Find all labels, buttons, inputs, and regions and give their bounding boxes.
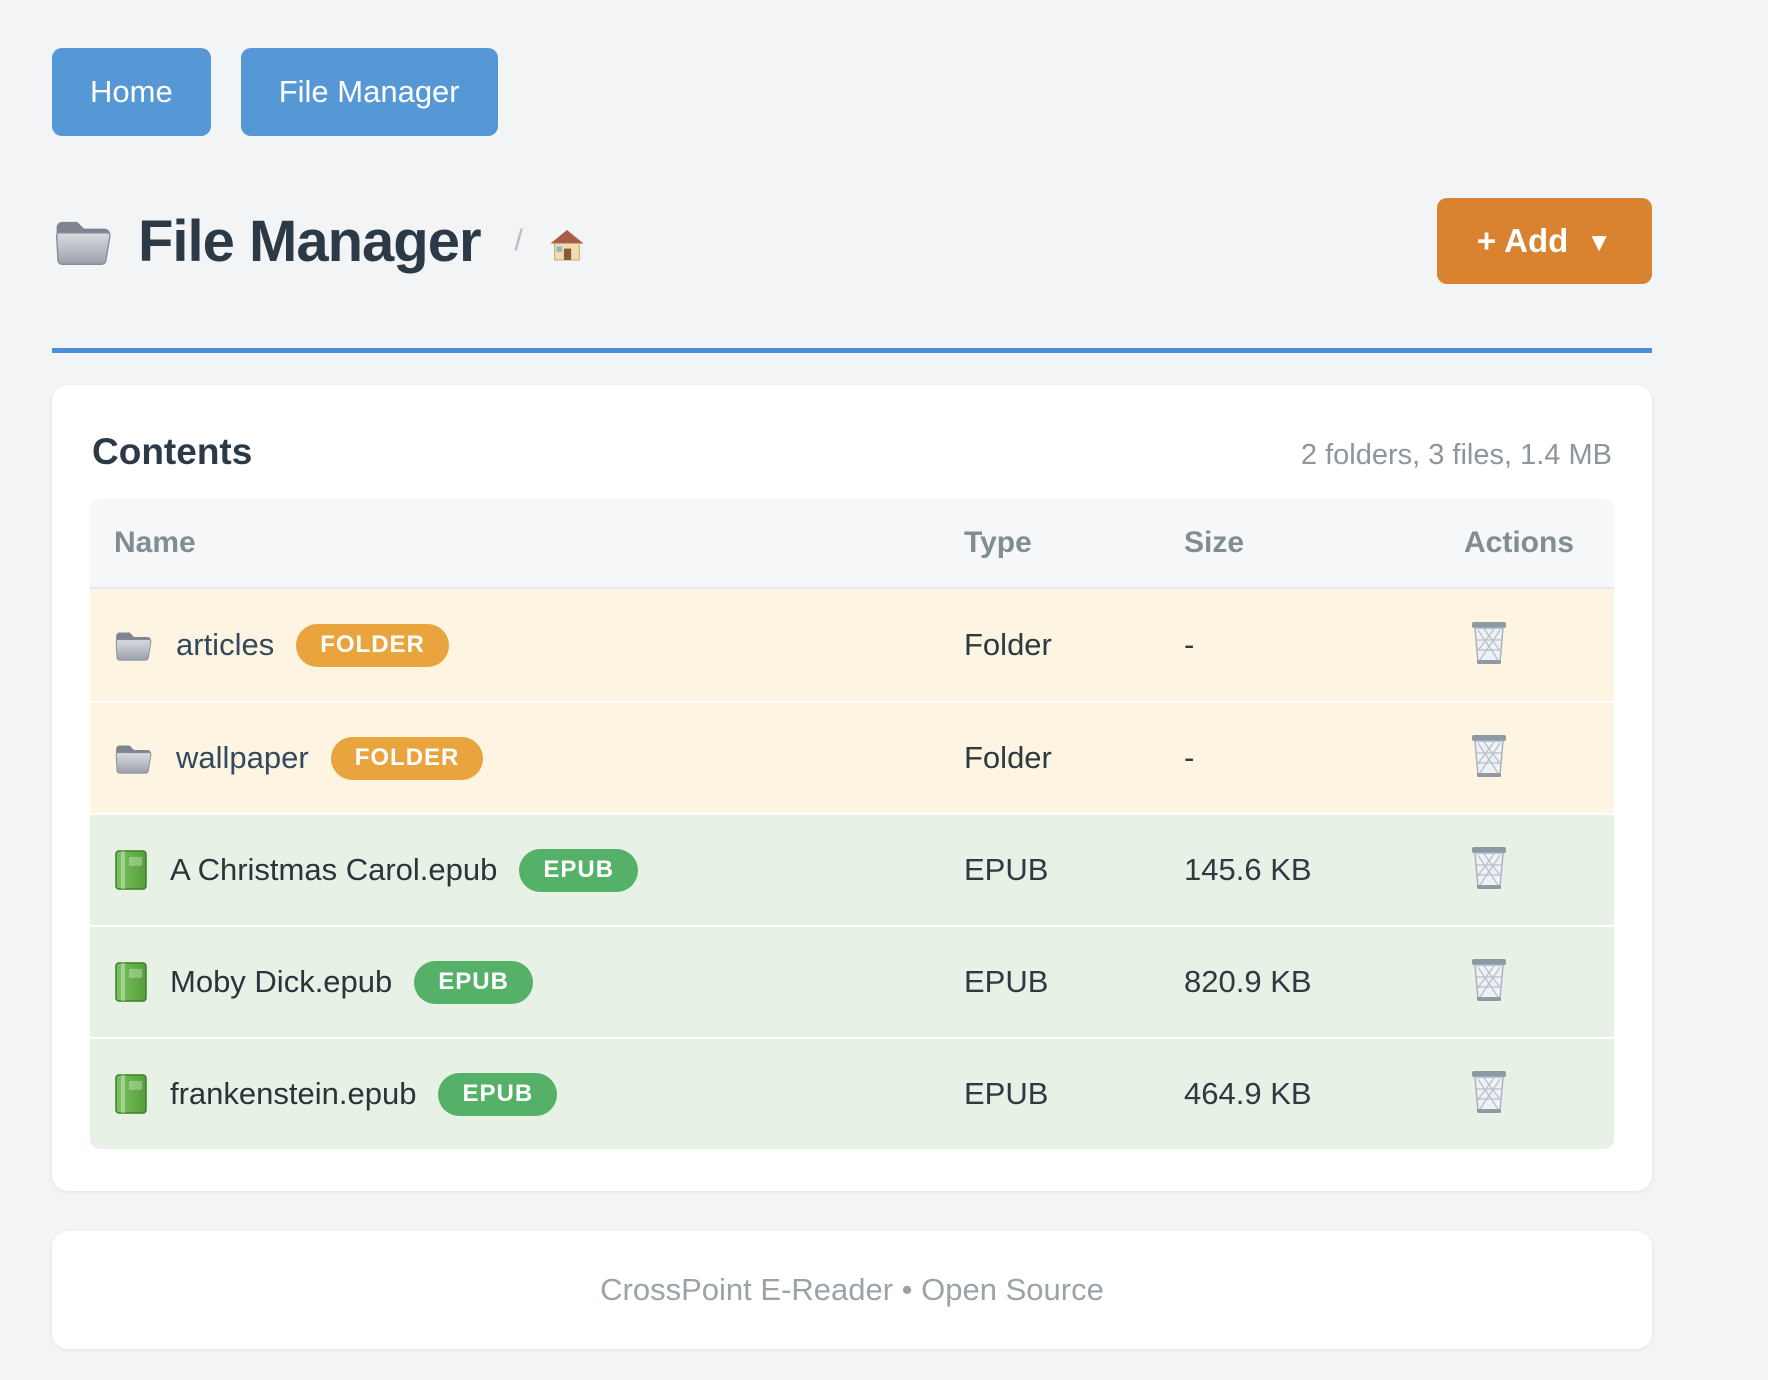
page: Home File Manager File Manager / + Add ▼…: [52, 48, 1652, 1349]
trash-icon: [1468, 845, 1510, 891]
file-type: EPUB: [964, 964, 1049, 999]
column-header-size: Size: [1184, 526, 1245, 559]
file-name[interactable]: frankenstein.epub: [170, 1076, 417, 1111]
breadcrumb-separator: /: [514, 224, 523, 257]
type-badge: EPUB: [438, 1072, 558, 1116]
delete-button[interactable]: [1464, 841, 1514, 895]
home-button[interactable]: Home: [52, 48, 211, 136]
title-divider: [52, 348, 1652, 353]
file-type: EPUB: [964, 1076, 1049, 1111]
footer: CrossPoint E-Reader • Open Source: [52, 1231, 1652, 1349]
table-header-row: Name Type Size Actions: [90, 499, 1614, 589]
green-book-icon: [114, 961, 148, 1003]
trash-icon: [1468, 620, 1510, 666]
file-name[interactable]: wallpaper: [176, 740, 309, 775]
file-table: Name Type Size Actions articles FOLDER F…: [90, 499, 1614, 1149]
file-name[interactable]: articles: [176, 627, 275, 662]
delete-button[interactable]: [1464, 616, 1514, 670]
file-size: 820.9 KB: [1184, 964, 1312, 999]
green-book-icon: [114, 849, 148, 891]
file-name[interactable]: A Christmas Carol.epub: [170, 852, 498, 887]
file-size: 145.6 KB: [1184, 852, 1312, 887]
column-header-type: Type: [964, 526, 1032, 559]
title-group: File Manager /: [52, 208, 585, 275]
page-title: File Manager: [138, 208, 482, 274]
trash-icon: [1468, 957, 1510, 1003]
type-badge: EPUB: [414, 960, 533, 1004]
column-header-actions: Actions: [1464, 526, 1575, 559]
delete-button[interactable]: [1464, 729, 1514, 783]
type-badge: EPUB: [519, 848, 639, 892]
file-type: EPUB: [964, 852, 1049, 887]
table-row[interactable]: frankenstein.epub EPUB EPUB 464.9 KB: [90, 1037, 1614, 1149]
folder-icon: [114, 628, 154, 662]
folder-icon: [52, 215, 116, 267]
contents-title: Contents: [92, 431, 253, 472]
table-row[interactable]: A Christmas Carol.epub EPUB EPUB 145.6 K…: [90, 813, 1614, 925]
page-header: File Manager / + Add ▼: [52, 198, 1652, 284]
file-type: Folder: [964, 627, 1052, 662]
chevron-down-icon: ▼: [1586, 226, 1612, 257]
file-manager-button[interactable]: File Manager: [240, 48, 498, 136]
file-size: -: [1184, 627, 1195, 662]
contents-header: Contents 2 folders, 3 files, 1.4 MB: [90, 431, 1614, 473]
footer-text: CrossPoint E-Reader • Open Source: [600, 1272, 1104, 1307]
trash-icon: [1468, 733, 1510, 779]
type-badge: FOLDER: [296, 623, 449, 667]
file-size: -: [1184, 740, 1195, 775]
delete-button[interactable]: [1464, 1065, 1514, 1119]
file-type: Folder: [964, 740, 1052, 775]
green-book-icon: [114, 1073, 148, 1115]
trash-icon: [1468, 1069, 1510, 1115]
column-header-name: Name: [114, 526, 196, 559]
table-row[interactable]: wallpaper FOLDER Folder -: [90, 701, 1614, 813]
home-icon[interactable]: [549, 229, 585, 261]
contents-summary: 2 folders, 3 files, 1.4 MB: [1300, 439, 1612, 471]
contents-card: Contents 2 folders, 3 files, 1.4 MB Name…: [52, 385, 1652, 1191]
table-row[interactable]: Moby Dick.epub EPUB EPUB 820.9 KB: [90, 925, 1614, 1037]
table-row[interactable]: articles FOLDER Folder -: [90, 589, 1614, 701]
top-nav: Home File Manager: [52, 48, 1652, 136]
file-name[interactable]: Moby Dick.epub: [170, 964, 393, 999]
add-button[interactable]: + Add ▼: [1436, 198, 1652, 284]
file-size: 464.9 KB: [1184, 1076, 1312, 1111]
add-button-label: + Add: [1476, 222, 1569, 259]
type-badge: FOLDER: [330, 736, 484, 780]
delete-button[interactable]: [1464, 953, 1514, 1007]
folder-icon: [114, 741, 154, 775]
